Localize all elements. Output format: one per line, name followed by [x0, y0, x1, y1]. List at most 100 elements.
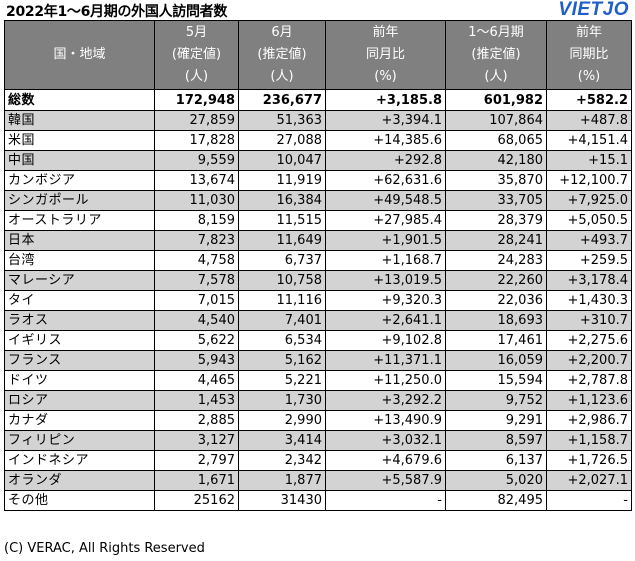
country-cell: 米国 — [4, 130, 155, 151]
value-cell: +12,100.7 — [546, 170, 632, 191]
value-cell: +4,151.4 — [546, 130, 632, 151]
value-cell: +1,168.7 — [325, 250, 446, 271]
value-cell: 5,943 — [154, 350, 239, 371]
value-cell: +1,430.3 — [546, 290, 632, 311]
value-cell: 13,674 — [154, 170, 239, 191]
value-cell: 11,919 — [238, 170, 326, 191]
country-cell: その他 — [4, 490, 155, 511]
column-header-line: (人) — [270, 69, 294, 84]
value-cell: +2,200.7 — [546, 350, 632, 371]
value-cell: +11,250.0 — [325, 370, 446, 391]
value-cell: +5,050.5 — [546, 210, 632, 231]
value-cell: +9,320.3 — [325, 290, 446, 311]
value-cell: +2,641.1 — [325, 310, 446, 331]
value-cell: 9,752 — [445, 390, 547, 411]
country-cell: タイ — [4, 290, 155, 311]
value-cell: 11,116 — [238, 290, 326, 311]
column-header-line: 前年 — [372, 25, 399, 40]
country-cell: イギリス — [4, 330, 155, 351]
table-row: 韓国 27,859 51,363 +3,394.1 107,864 +487.8 — [4, 110, 632, 131]
value-cell: 22,260 — [445, 270, 547, 291]
value-cell: 1,877 — [238, 470, 326, 491]
value-cell: +4,679.6 — [325, 450, 446, 471]
title-bar: 2022年1〜6月期の外国人訪問者数 VIETJO — [4, 0, 631, 20]
value-cell: 42,180 — [445, 150, 547, 171]
value-cell: 16,059 — [445, 350, 547, 371]
value-cell: 1,453 — [154, 390, 239, 411]
value-cell: 35,870 — [445, 170, 547, 191]
value-cell: 1,730 — [238, 390, 326, 411]
column-header-line: 1〜6月期 — [468, 25, 524, 40]
value-cell: +487.8 — [546, 110, 632, 131]
value-cell: 9,559 — [154, 150, 239, 171]
table-row: その他 25162 31430-82,495- — [4, 490, 632, 511]
value-cell: +3,178.4 — [546, 270, 632, 291]
value-cell: +9,102.8 — [325, 330, 446, 351]
value-cell: 15,594 — [445, 370, 547, 391]
value-cell: 11,030 — [154, 190, 239, 211]
column-header-line: (推定値) — [257, 47, 307, 62]
country-cell: マレーシア — [4, 270, 155, 291]
value-cell: 11,649 — [238, 230, 326, 251]
value-cell: +14,385.6 — [325, 130, 446, 151]
country-cell: 日本 — [4, 230, 155, 251]
country-cell: フランス — [4, 350, 155, 371]
value-cell: 2,885 — [154, 410, 239, 431]
table-row: 台湾 4,758 6,737 +1,168.7 24,283 +259.5 — [4, 250, 632, 271]
table-row: 中国 9,559 10,047 +292.8 42,180 +15.1 — [4, 150, 632, 171]
value-cell: 5,162 — [238, 350, 326, 371]
table-row: オランダ 1,671 1,877 +5,587.9 5,020 +2,027.1 — [4, 470, 632, 491]
header-row: 国・地域 5月 (確定値) (人) 6月 (推定値) (人) 前年 同月比 (%) 1〜6月期 (推定… — [4, 20, 632, 90]
value-cell: 31430 — [238, 490, 326, 511]
vietjo-logo: VIETJO — [558, 0, 629, 20]
value-cell: +1,726.5 — [546, 450, 632, 471]
value-cell: 8,597 — [445, 430, 547, 451]
country-cell: カンボジア — [4, 170, 155, 191]
table-row: 日本 7,823 11,649 +1,901.5 28,241 +493.7 — [4, 230, 632, 251]
page-title: 2022年1〜6月期の外国人訪問者数 — [6, 4, 228, 20]
copyright-footer: (C) VERAC, All Rights Reserved — [4, 541, 205, 556]
value-cell: 107,864 — [445, 110, 547, 131]
table-row: カナダ 2,885 2,990 +13,490.9 9,291 +2,986.7 — [4, 410, 632, 431]
value-cell: 17,828 — [154, 130, 239, 151]
column-header: 前年 同期比 (%) — [546, 20, 632, 90]
value-cell: 9,291 — [445, 410, 547, 431]
table-body: 総数 172,948 236,677 +3,185.8 601,982 +582.2 韓国 2… — [4, 89, 632, 511]
country-cell: 中国 — [4, 150, 155, 171]
value-cell: +3,394.1 — [325, 110, 446, 131]
value-cell: +7,925.0 — [546, 190, 632, 211]
value-cell: 601,982 — [445, 89, 547, 111]
column-header-line: (%) — [577, 69, 601, 84]
column-header-line: (推定値) — [471, 47, 521, 62]
value-cell: +13,019.5 — [325, 270, 446, 291]
value-cell: 4,758 — [154, 250, 239, 271]
column-header: 5月 (確定値) (人) — [154, 20, 239, 90]
country-cell: ロシア — [4, 390, 155, 411]
value-cell: 5,221 — [238, 370, 326, 391]
value-cell: 17,461 — [445, 330, 547, 351]
table-row: ロシア 1,453 1,730 +3,292.2 9,752 +1,123.6 — [4, 390, 632, 411]
table-row: フィリピン 3,127 3,414 +3,032.1 8,597 +1,158.7 — [4, 430, 632, 451]
value-cell: 51,363 — [238, 110, 326, 131]
value-cell: 28,241 — [445, 230, 547, 251]
column-header-line: (人) — [484, 69, 508, 84]
column-header-line: 国・地域 — [53, 47, 106, 62]
value-cell: 22,036 — [445, 290, 547, 311]
column-header: 国・地域 — [4, 20, 155, 90]
column-header: 6月 (推定値) (人) — [238, 20, 326, 90]
value-cell: 7,823 — [154, 230, 239, 251]
column-header-line: (%) — [374, 69, 397, 84]
table-row: シンガポール 11,030 16,384 +49,548.5 33,705 +7,925.… — [4, 190, 632, 211]
country-cell: シンガポール — [4, 190, 155, 211]
value-cell: 1,671 — [154, 470, 239, 491]
column-header: 前年 同月比 (%) — [325, 20, 446, 90]
value-cell: 7,401 — [238, 310, 326, 331]
value-cell: +292.8 — [325, 150, 446, 171]
value-cell: 11,515 — [238, 210, 326, 231]
value-cell: 25162 — [154, 490, 239, 511]
country-cell: インドネシア — [4, 450, 155, 471]
value-cell: 4,465 — [154, 370, 239, 391]
value-cell: +3,032.1 — [325, 430, 446, 451]
value-cell: +11,371.1 — [325, 350, 446, 371]
column-header-line: 5月 — [185, 25, 208, 40]
